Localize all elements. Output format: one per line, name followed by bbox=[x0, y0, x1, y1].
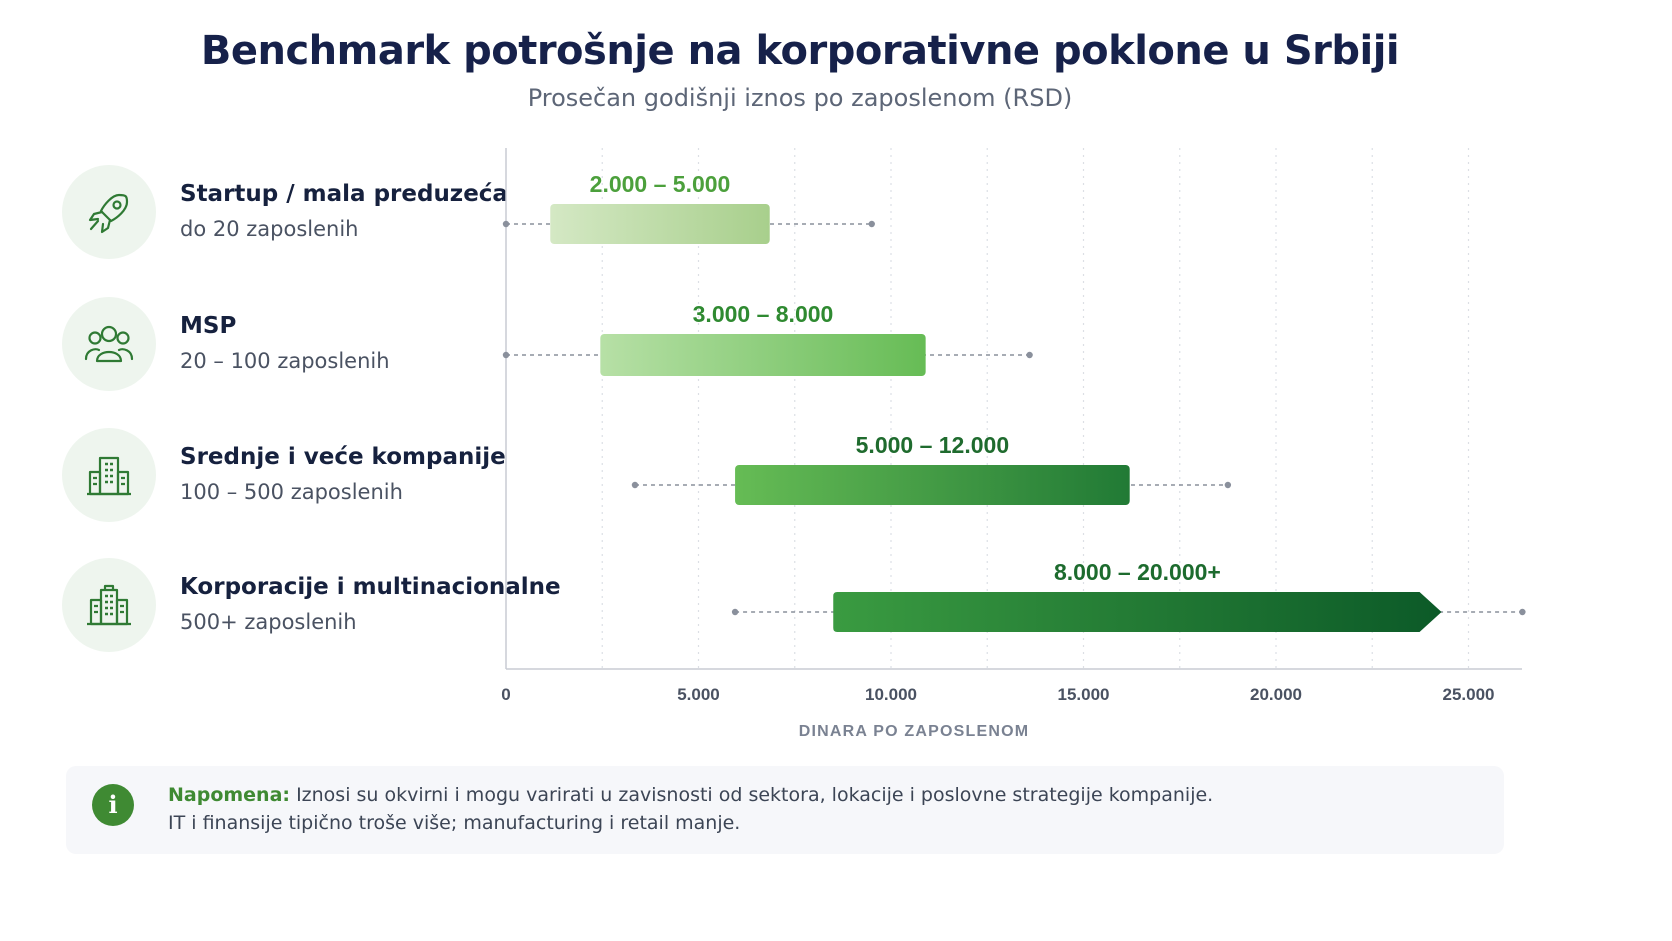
category-name: MSP bbox=[180, 313, 237, 339]
category-name: Korporacije i multinacionalne bbox=[180, 574, 561, 600]
note-label: Napomena: bbox=[168, 784, 291, 806]
x-tick-label: 15.000 bbox=[1058, 685, 1110, 704]
range-label: 5.000 – 12.000 bbox=[856, 432, 1009, 458]
range-row: 8.000 – 20.000+ bbox=[731, 559, 1526, 632]
people-icon bbox=[62, 297, 156, 391]
category-size: do 20 zaposlenih bbox=[180, 217, 359, 241]
x-axis: 0 5.000 10.000 15.000 20.000 25.000 bbox=[501, 148, 1522, 704]
chart-subtitle: Prosečan godišnji iznos po zaposlenom (R… bbox=[527, 84, 1073, 112]
range-row: 2.000 – 5.000 bbox=[502, 171, 875, 244]
range-row: 3.000 – 8.000 bbox=[502, 301, 1033, 376]
note-text: Napomena: Iznosi su okvirni i mogu varir… bbox=[168, 784, 1213, 806]
range-bar bbox=[600, 334, 926, 376]
category-msp: MSP 20 – 100 zaposlenih bbox=[62, 297, 522, 393]
whisker-min-dot bbox=[502, 351, 510, 359]
range-label: 8.000 – 20.000+ bbox=[1054, 559, 1221, 585]
info-icon: i bbox=[92, 784, 134, 826]
category-corporate: Korporacije i multinacionalne 500+ zapos… bbox=[62, 558, 561, 654]
rocket-icon bbox=[62, 165, 156, 259]
note-line1: Iznosi su okvirni i mogu varirati u zavi… bbox=[296, 784, 1214, 806]
x-tick-label: 25.000 bbox=[1443, 685, 1495, 704]
whisker-min-dot bbox=[502, 220, 510, 228]
note-box: i Napomena: Iznosi su okvirni i mogu var… bbox=[66, 766, 1504, 854]
category-size: 100 – 500 zaposlenih bbox=[180, 480, 403, 504]
category-size: 500+ zaposlenih bbox=[180, 610, 357, 634]
building-icon bbox=[62, 428, 156, 522]
x-axis-label: DINARA PO ZAPOSLENOM bbox=[799, 723, 1030, 740]
whisker-max-dot bbox=[1224, 481, 1232, 489]
category-size: 20 – 100 zaposlenih bbox=[180, 349, 390, 373]
whisker-max-dot bbox=[1519, 608, 1526, 616]
range-row: 5.000 – 12.000 bbox=[631, 432, 1232, 505]
category-name: Startup / mala preduzeća bbox=[180, 181, 508, 207]
category-name: Srednje i veće kompanije bbox=[180, 444, 506, 470]
range-label: 2.000 – 5.000 bbox=[590, 171, 731, 197]
range-bar bbox=[550, 204, 770, 244]
x-tick-label: 10.000 bbox=[865, 685, 917, 704]
x-tick-label: 0 bbox=[501, 685, 510, 704]
category-startup: Startup / mala preduzeća do 20 zaposleni… bbox=[62, 165, 522, 261]
whisker-max-dot bbox=[868, 220, 875, 228]
whisker-max-dot bbox=[1026, 351, 1033, 359]
grid bbox=[601, 148, 1470, 669]
whisker-min-dot bbox=[731, 608, 739, 616]
note-line2: IT i finansije tipično troše više; manuf… bbox=[168, 812, 741, 834]
x-tick-label: 20.000 bbox=[1250, 685, 1302, 704]
corporate-building-icon bbox=[62, 558, 156, 652]
range-bar bbox=[833, 592, 1442, 632]
category-medium: Srednje i veće kompanije 100 – 500 zapos… bbox=[62, 428, 522, 524]
x-tick-label: 5.000 bbox=[677, 685, 720, 704]
range-bar bbox=[735, 465, 1130, 505]
range-chart: 0 5.000 10.000 15.000 20.000 25.000 2.000 – 5… bbox=[501, 148, 1526, 740]
range-label: 3.000 – 8.000 bbox=[693, 301, 834, 327]
whisker-min-dot bbox=[631, 481, 639, 489]
range-bars: 2.000 – 5.000 3.000 – 8.000 5.000 – 12.000… bbox=[502, 171, 1526, 632]
chart-title: Benchmark potrošnje na korporativne pokl… bbox=[200, 28, 1400, 74]
